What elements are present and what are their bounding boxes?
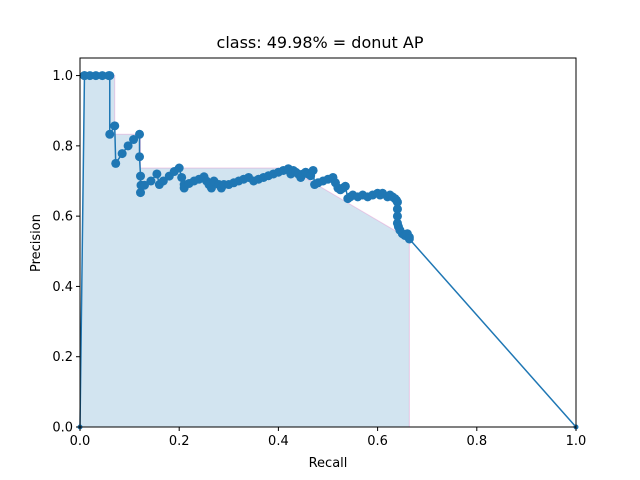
y-tick-label: 0.8 <box>52 139 73 154</box>
x-tick-label: 0.0 <box>70 434 91 449</box>
data-point <box>129 135 139 145</box>
x-tick-label: 0.4 <box>268 434 289 449</box>
data-point <box>340 181 350 191</box>
y-tick-label: 0.2 <box>52 350 73 365</box>
data-point <box>392 211 402 221</box>
y-tick-label: 0.0 <box>52 421 73 436</box>
data-point <box>177 172 187 182</box>
plot-area <box>77 71 579 430</box>
x-tick-label: 1.0 <box>566 434 587 449</box>
data-point <box>158 176 168 186</box>
data-point <box>135 129 145 139</box>
data-point <box>123 141 133 151</box>
y-tick-label: 0.4 <box>52 280 73 295</box>
data-point <box>117 149 127 159</box>
y-axis-title: Precision <box>29 214 44 272</box>
axes-frame <box>79 57 577 428</box>
data-point <box>136 171 146 181</box>
data-point <box>139 180 149 190</box>
x-axis: 0.0 0.2 0.4 0.6 0.8 1.0 <box>70 427 587 449</box>
data-point <box>392 204 402 214</box>
x-tick-label: 0.6 <box>367 434 388 449</box>
x-tick-label: 0.2 <box>169 434 190 449</box>
data-point <box>174 163 184 173</box>
data-point <box>136 188 146 198</box>
data-point <box>146 176 156 186</box>
data-point <box>135 152 145 162</box>
x-tick-label: 0.8 <box>466 434 487 449</box>
data-point <box>152 169 162 179</box>
y-axis: 0.0 0.2 0.4 0.6 0.8 1.0 <box>52 69 80 436</box>
data-point <box>105 129 115 139</box>
data-point <box>110 121 120 131</box>
x-axis-title: Recall <box>309 456 348 471</box>
chart-title: class: 49.98% = donut AP <box>217 33 424 52</box>
data-point <box>206 183 216 193</box>
data-point <box>392 197 402 207</box>
data-point <box>97 71 107 81</box>
y-tick-label: 0.6 <box>52 210 73 225</box>
data-point <box>308 165 318 175</box>
y-tick-label: 1.0 <box>52 69 73 84</box>
ap-area-fill <box>80 75 410 428</box>
data-point <box>91 71 101 81</box>
data-point <box>105 71 115 81</box>
data-point <box>404 234 414 244</box>
data-point <box>111 158 121 168</box>
